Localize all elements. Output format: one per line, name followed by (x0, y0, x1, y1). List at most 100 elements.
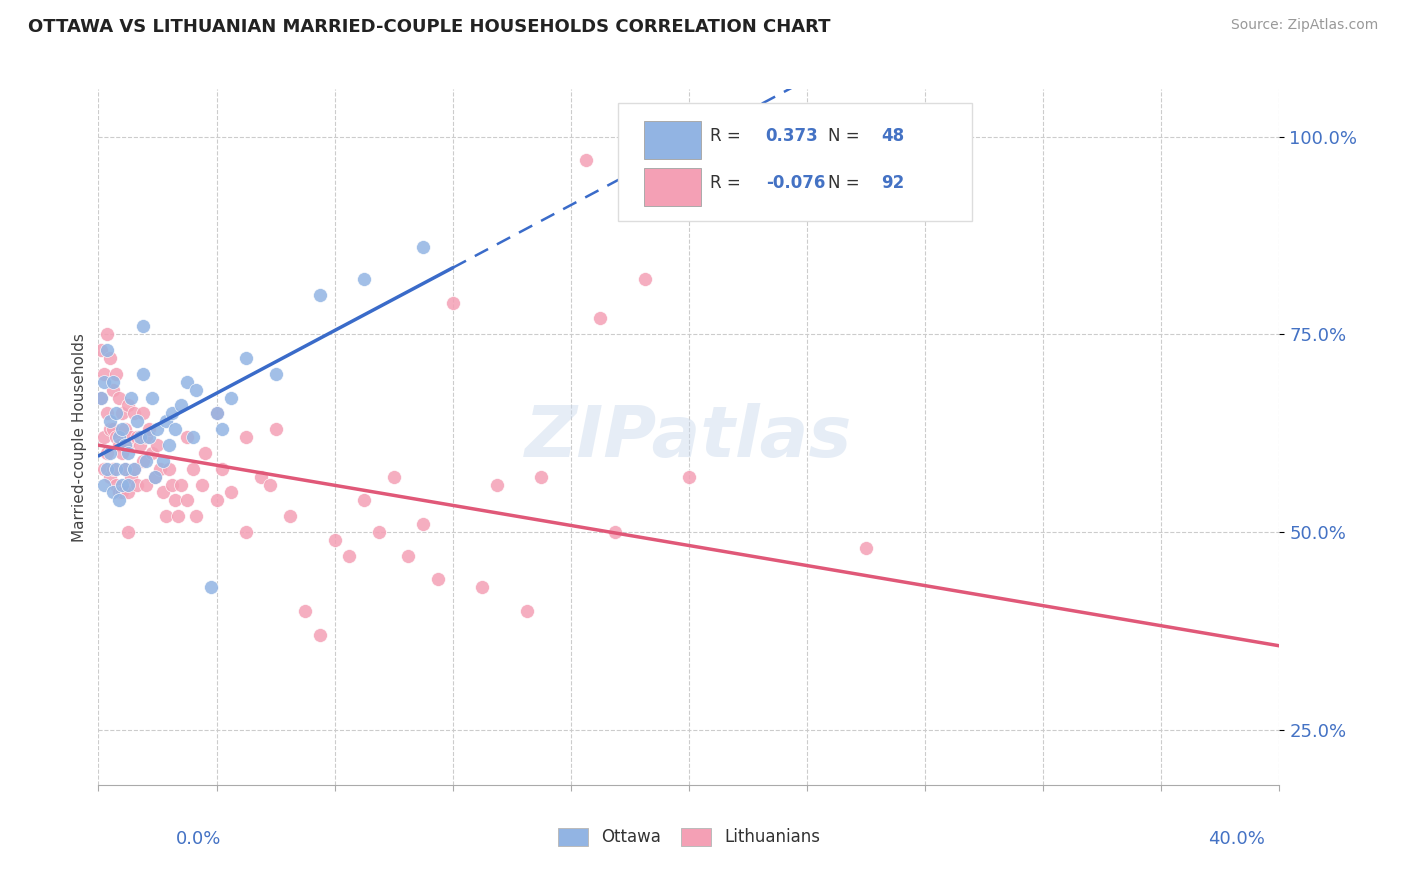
Point (152, 454, 174, 468)
Point (250, 469, 273, 483)
Point (103, 485, 125, 500)
Text: 48: 48 (882, 127, 904, 145)
Point (103, 375, 125, 389)
Point (108, 438, 131, 452)
Point (157, 461, 180, 475)
Point (170, 399, 193, 413)
Point (353, 493, 375, 508)
Legend: Ottawa, Lithuanians: Ottawa, Lithuanians (558, 828, 820, 847)
Point (98, 351, 121, 365)
Point (128, 438, 150, 452)
Point (117, 477, 139, 491)
Point (103, 383, 125, 397)
Point (323, 533, 346, 547)
Point (155, 509, 177, 524)
Text: R =: R = (710, 127, 747, 145)
Text: 0.373: 0.373 (766, 127, 818, 145)
Point (167, 509, 190, 524)
Point (205, 406, 228, 420)
Point (165, 493, 187, 508)
Point (152, 485, 174, 500)
Point (309, 628, 332, 642)
Text: 40.0%: 40.0% (1209, 830, 1265, 847)
Point (191, 477, 214, 491)
Point (120, 391, 142, 405)
Text: -0.076: -0.076 (766, 174, 825, 192)
Point (90, 391, 112, 405)
Point (143, 469, 166, 483)
Point (125, 477, 148, 491)
Point (412, 516, 434, 531)
Point (382, 469, 405, 483)
Point (162, 477, 183, 491)
Point (108, 391, 131, 405)
Point (205, 493, 228, 508)
Point (294, 604, 316, 618)
Point (93, 375, 115, 389)
Point (98, 414, 121, 428)
Point (165, 422, 187, 436)
Point (427, 573, 450, 587)
Point (575, 153, 598, 168)
Point (184, 509, 207, 524)
Point (132, 454, 155, 468)
Point (138, 422, 160, 436)
Point (120, 469, 142, 483)
Point (259, 477, 281, 491)
Point (634, 272, 657, 286)
Point (398, 549, 420, 563)
Text: Source: ZipAtlas.com: Source: ZipAtlas.com (1230, 18, 1378, 32)
Point (339, 549, 361, 563)
Point (235, 524, 257, 539)
Point (122, 461, 145, 475)
Point (132, 406, 155, 420)
Point (221, 485, 243, 500)
Point (132, 319, 155, 334)
Point (117, 399, 139, 413)
Point (93, 367, 115, 381)
Point (235, 351, 257, 365)
Point (96, 327, 118, 342)
Point (111, 477, 134, 491)
Point (114, 422, 136, 436)
Point (157, 438, 180, 452)
Point (122, 406, 145, 420)
Point (98, 446, 121, 460)
Point (235, 430, 257, 444)
Point (723, 833, 745, 847)
Point (516, 604, 538, 618)
Point (135, 477, 157, 491)
Point (181, 461, 204, 475)
Point (105, 430, 128, 444)
Point (176, 375, 198, 389)
Point (678, 469, 700, 483)
Point (855, 541, 877, 555)
Point (90, 343, 112, 358)
Point (125, 414, 148, 428)
Point (170, 477, 193, 491)
Point (181, 430, 204, 444)
Point (211, 422, 233, 436)
Text: OTTAWA VS LITHUANIAN MARRIED-COUPLE HOUSEHOLDS CORRELATION CHART: OTTAWA VS LITHUANIAN MARRIED-COUPLE HOUS… (28, 18, 831, 36)
Point (221, 391, 243, 405)
Point (111, 406, 134, 420)
Point (141, 391, 163, 405)
Point (111, 446, 134, 460)
Point (96, 406, 118, 420)
Point (132, 367, 155, 381)
Point (128, 430, 150, 444)
Point (211, 461, 233, 475)
Point (117, 438, 139, 452)
Point (530, 469, 553, 483)
Point (264, 422, 287, 436)
Point (114, 461, 136, 475)
Point (162, 406, 183, 420)
FancyBboxPatch shape (619, 103, 973, 221)
Point (93, 477, 115, 491)
Point (471, 580, 494, 594)
Point (184, 383, 207, 397)
Point (108, 485, 131, 500)
Point (117, 524, 139, 539)
Point (176, 430, 198, 444)
Point (353, 272, 375, 286)
